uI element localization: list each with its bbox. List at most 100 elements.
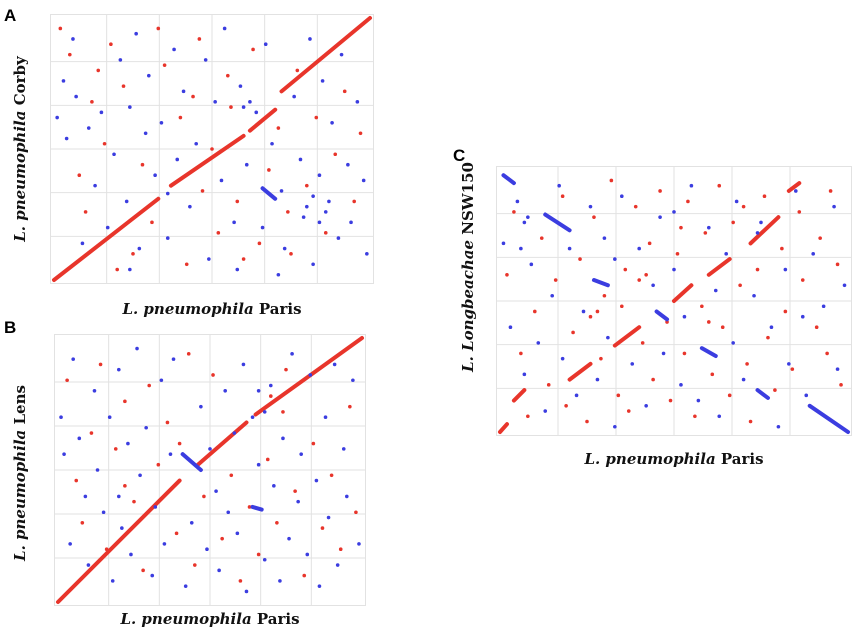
- reverse-match-point-b: [150, 573, 155, 578]
- forward-match-point-c: [609, 178, 614, 183]
- reverse-match-segment-c: [807, 403, 850, 434]
- reverse-match-segment-c: [699, 346, 718, 359]
- forward-match-point-b: [80, 521, 85, 525]
- reverse-match-point-a: [124, 199, 129, 204]
- reverse-match-point-b: [126, 441, 130, 446]
- reverse-match-point-a: [147, 73, 151, 78]
- reverse-match-point-c: [526, 215, 530, 219]
- reverse-match-point-c: [804, 393, 809, 398]
- reverse-match-point-b: [290, 352, 294, 356]
- forward-match-point-b: [89, 431, 94, 435]
- forward-match-point-c: [647, 241, 652, 246]
- forward-match-point-a: [289, 252, 293, 256]
- reverse-match-point-c: [543, 409, 548, 413]
- reverse-match-point-b: [241, 362, 246, 367]
- reverse-match-point-a: [232, 220, 236, 225]
- reverse-match-point-c: [515, 199, 520, 204]
- forward-match-point-a: [115, 267, 119, 272]
- forward-match-point-c: [748, 419, 753, 424]
- reverse-match-point-a: [181, 89, 186, 94]
- forward-match-segment-c: [706, 257, 732, 277]
- x-axis-strain-c: Paris: [720, 450, 764, 468]
- forward-match-point-a: [314, 115, 319, 120]
- reverse-match-point-b: [232, 431, 237, 435]
- reverse-match-point-a: [86, 126, 91, 130]
- forward-match-segment-b: [253, 336, 364, 417]
- reverse-match-point-c: [783, 267, 788, 272]
- reverse-match-point-a: [71, 37, 75, 41]
- forward-match-point-a: [162, 63, 167, 67]
- reverse-match-point-c: [794, 189, 798, 193]
- forward-match-point-c: [595, 309, 600, 314]
- reverse-match-point-a: [320, 79, 325, 83]
- reverse-match-point-c: [661, 351, 666, 356]
- reverse-match-point-a: [175, 157, 180, 162]
- reverse-match-point-c: [776, 424, 781, 429]
- forward-match-point-b: [293, 489, 297, 493]
- forward-match-point-b: [165, 420, 170, 425]
- forward-match-point-c: [700, 304, 704, 309]
- forward-match-point-c: [585, 419, 589, 424]
- forward-match-point-a: [197, 37, 202, 41]
- reverse-match-point-b: [217, 568, 221, 573]
- forward-match-point-a: [251, 47, 255, 52]
- forward-match-point-c: [814, 325, 819, 329]
- panel-letter-b: B: [4, 318, 17, 337]
- reverse-match-point-c: [717, 414, 722, 419]
- forward-match-point-c: [707, 320, 711, 324]
- forward-match-point-a: [178, 115, 183, 120]
- reverse-match-point-b: [83, 494, 88, 499]
- reverse-match-point-c: [724, 252, 728, 256]
- y-axis-species-a: L. pneumophila: [11, 110, 29, 242]
- reverse-match-point-b: [357, 542, 361, 546]
- reverse-match-point-c: [679, 383, 683, 387]
- reverse-match-point-a: [55, 115, 59, 120]
- reverse-match-point-c: [637, 246, 641, 251]
- forward-match-point-c: [741, 204, 746, 209]
- reverse-match-point-a: [339, 52, 344, 57]
- panel-letter-c: C: [453, 146, 466, 165]
- forward-match-point-c: [797, 210, 802, 214]
- reverse-match-segment-c: [501, 173, 516, 186]
- reverse-match-point-b: [317, 584, 322, 588]
- forward-match-point-a: [77, 173, 82, 177]
- forward-match-point-a: [184, 262, 189, 267]
- reverse-match-point-c: [560, 356, 565, 361]
- reverse-match-point-b: [262, 557, 267, 562]
- forward-match-point-a: [323, 231, 328, 235]
- reverse-match-point-b: [296, 499, 300, 504]
- reverse-match-point-b: [244, 589, 249, 594]
- forward-match-point-a: [229, 105, 233, 109]
- reverse-match-point-a: [219, 178, 224, 183]
- forward-match-point-c: [790, 367, 795, 371]
- forward-match-point-b: [220, 536, 224, 541]
- reverse-match-point-c: [672, 210, 676, 214]
- forward-match-point-b: [281, 410, 285, 414]
- dot-plot-c-svg: [496, 166, 852, 436]
- forward-match-point-b: [229, 473, 234, 478]
- reverse-match-point-b: [250, 415, 255, 419]
- forward-match-point-b: [177, 441, 182, 446]
- forward-match-point-b: [256, 552, 261, 557]
- reverse-match-point-b: [117, 494, 121, 499]
- reverse-match-point-b: [323, 415, 328, 419]
- forward-match-point-a: [102, 141, 107, 146]
- forward-match-point-c: [546, 383, 551, 387]
- reverse-match-point-a: [134, 31, 138, 36]
- forward-match-point-c: [539, 236, 544, 240]
- reverse-match-point-a: [80, 241, 85, 246]
- reverse-match-point-a: [165, 191, 170, 196]
- forward-match-point-b: [247, 505, 252, 509]
- reverse-match-point-b: [77, 436, 82, 441]
- reverse-match-point-b: [256, 462, 261, 467]
- reverse-match-point-b: [214, 489, 218, 493]
- forward-match-point-b: [302, 573, 307, 578]
- forward-match-point-c: [762, 194, 767, 198]
- forward-match-point-c: [640, 341, 645, 345]
- reverse-match-point-a: [203, 58, 208, 62]
- y-axis-label-a: L. pneumophila Corby: [11, 19, 29, 279]
- forward-match-segment-a: [52, 196, 161, 282]
- forward-match-point-b: [320, 526, 325, 530]
- reverse-match-point-c: [613, 257, 617, 261]
- reverse-match-point-a: [298, 157, 303, 162]
